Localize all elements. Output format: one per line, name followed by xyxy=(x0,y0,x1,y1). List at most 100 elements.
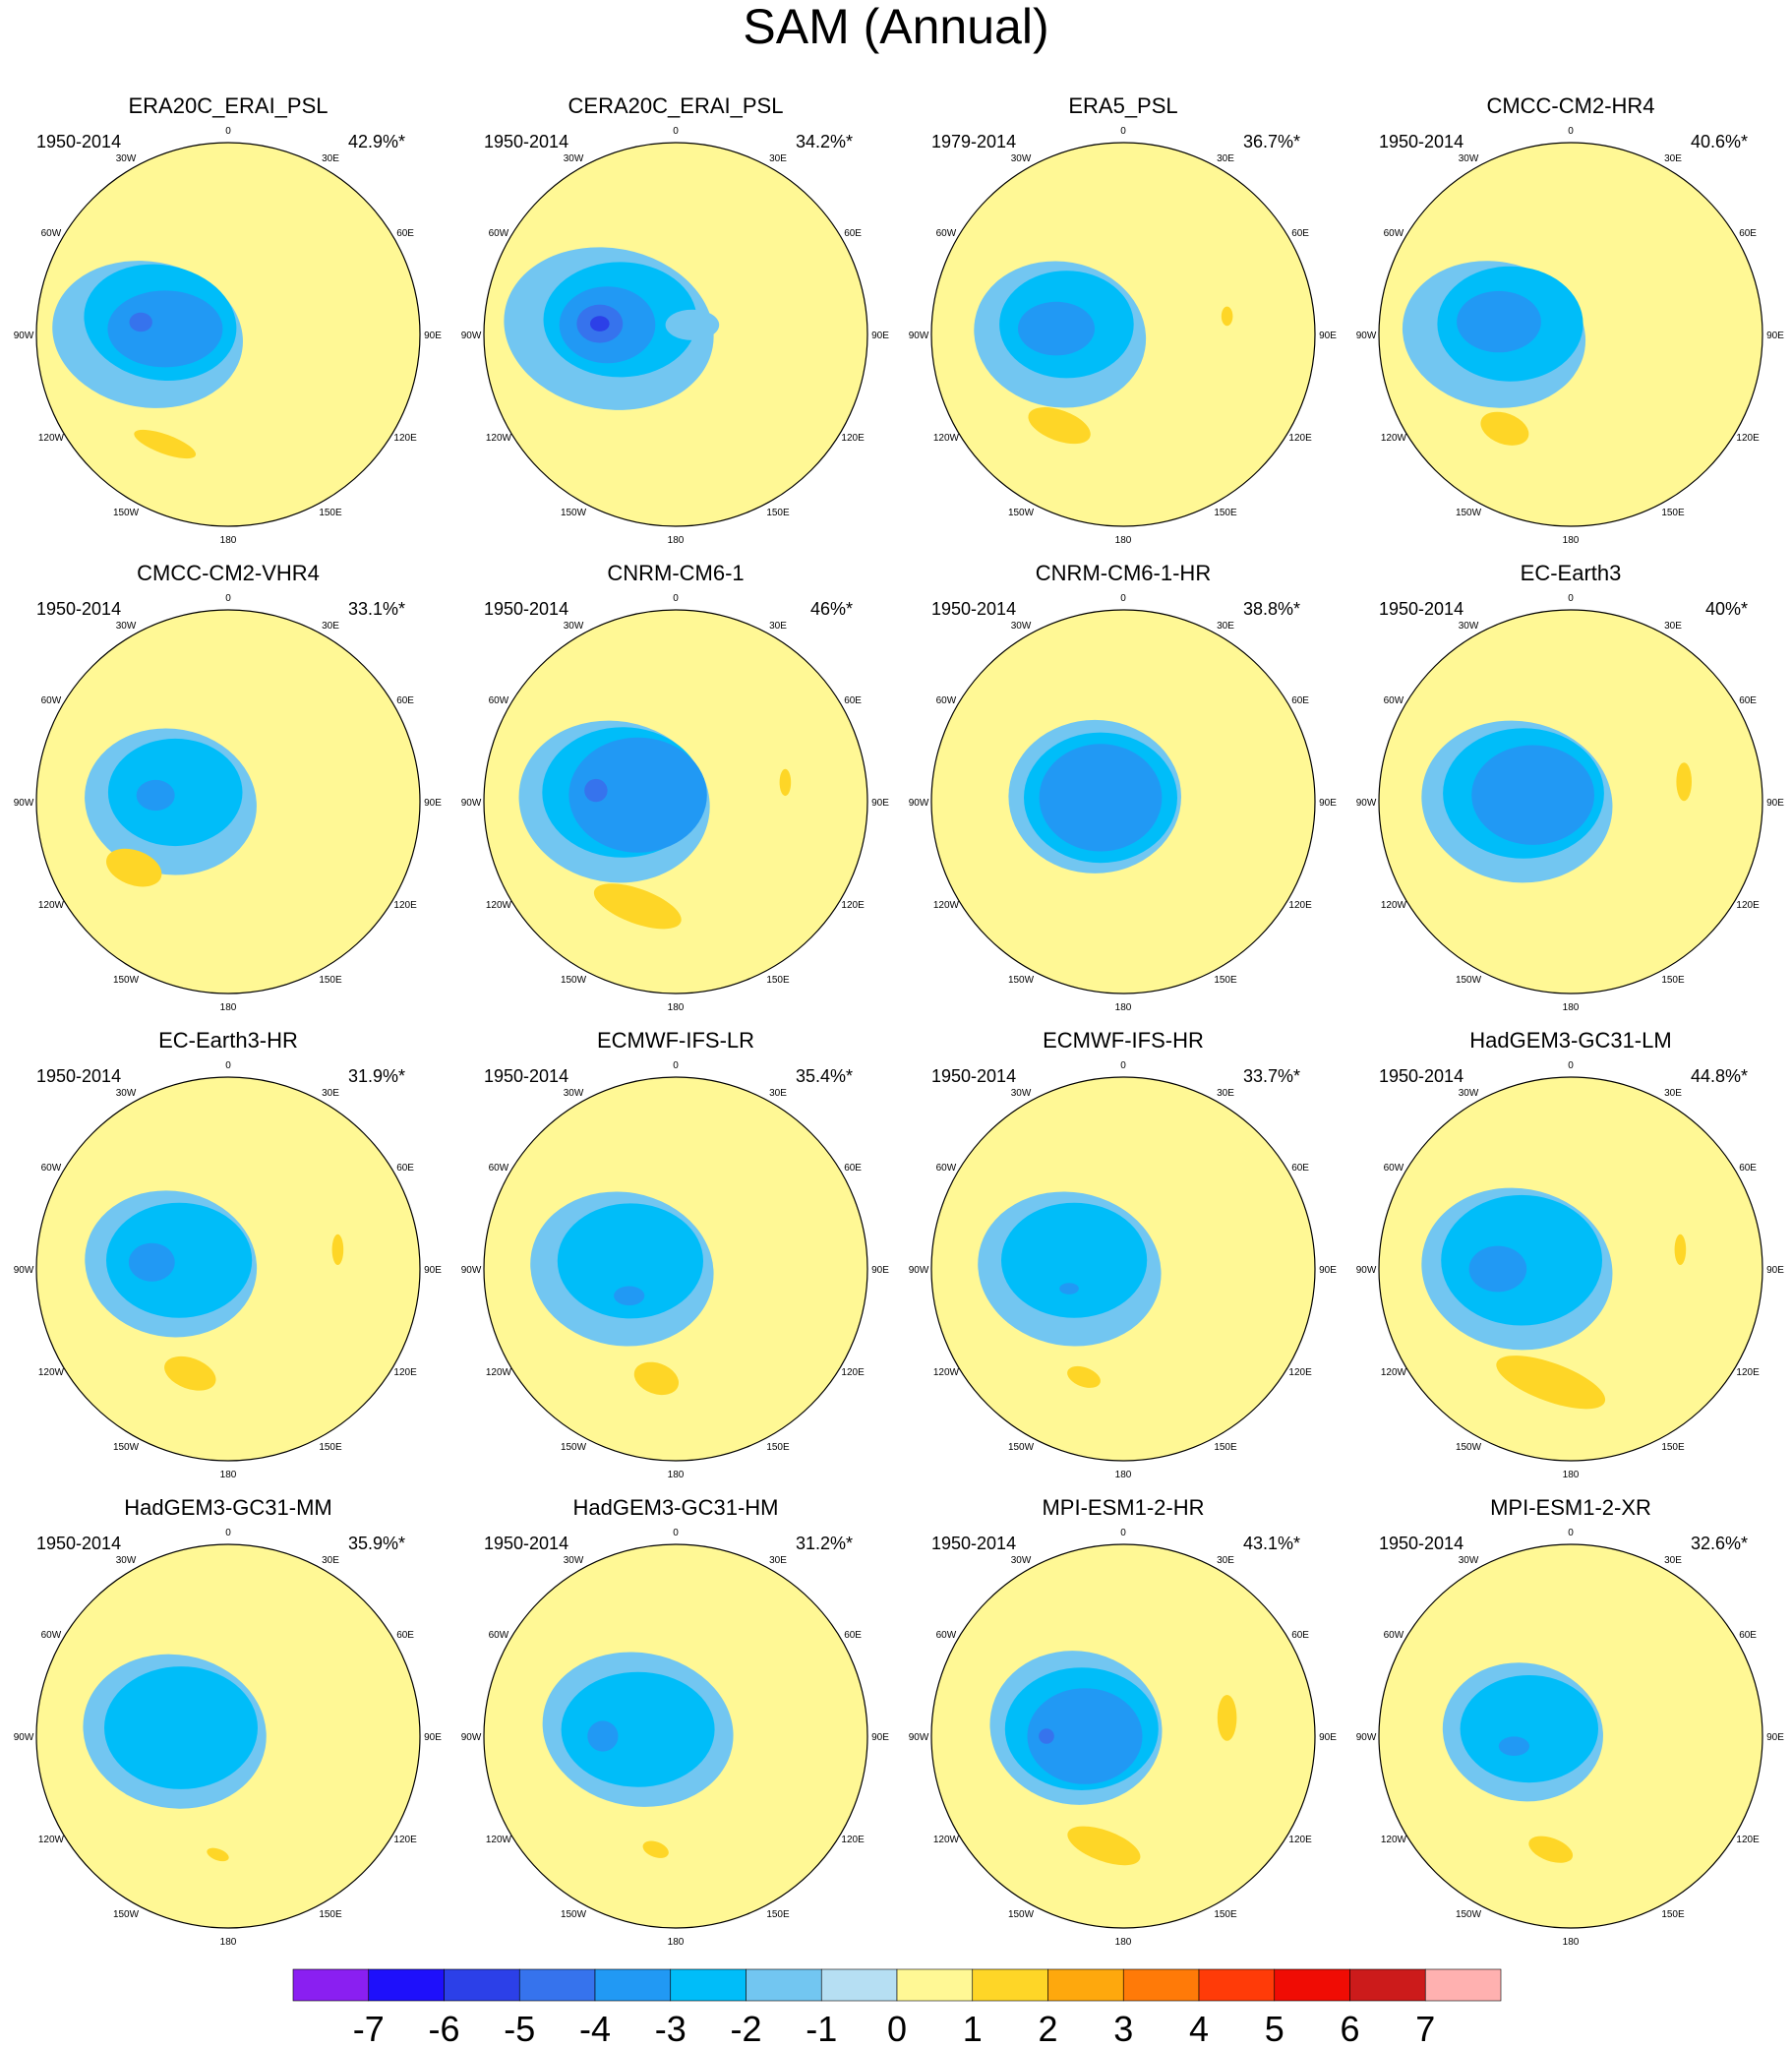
lon-label: 120E xyxy=(1736,900,1760,911)
lon-label: 90W xyxy=(14,798,34,809)
lon-label: 30W xyxy=(1459,1088,1479,1099)
lon-label: 0 xyxy=(1120,1528,1126,1538)
map-border xyxy=(483,142,868,527)
lon-label: 30W xyxy=(564,1088,584,1099)
lon-label: 30E xyxy=(1217,1088,1234,1099)
lon-label: 0 xyxy=(1568,593,1574,604)
lon-label: 0 xyxy=(225,1060,231,1071)
lon-label: 120E xyxy=(393,900,417,911)
panel-period: 1950-2014 xyxy=(36,599,121,619)
lon-label: 60W xyxy=(1384,695,1404,706)
colorbar-box xyxy=(1122,1968,1200,2002)
lon-label: 150E xyxy=(766,1442,790,1453)
colorbar-box xyxy=(518,1968,596,2002)
panel-title: CMCC-CM2-HR4 xyxy=(1486,93,1654,118)
panel-period: 1950-2014 xyxy=(484,599,568,619)
lon-label: 60E xyxy=(396,228,414,239)
colorbar-label: 3 xyxy=(1113,2009,1133,2048)
anomaly-field xyxy=(978,1191,1162,1388)
anomaly-contour xyxy=(207,1847,229,1862)
panel-11: 0 30E 60E 90E 120E 150E 180 150W 120W 90W 60W 30W Ha… xyxy=(1356,1028,1785,1480)
lon-label: 60E xyxy=(844,1630,862,1641)
anomaly-contour xyxy=(1039,744,1163,852)
lon-label: 0 xyxy=(225,126,231,137)
anomaly-field xyxy=(1402,261,1586,446)
panel-2: 0 30E 60E 90E 120E 150E 180 150W 120W 90W 60W 30W ER… xyxy=(909,93,1338,546)
lon-label: 150E xyxy=(1214,1442,1237,1453)
panel-period: 1950-2014 xyxy=(36,1534,121,1553)
colorbar-box xyxy=(594,1968,672,2002)
lon-label: 0 xyxy=(1568,1060,1574,1071)
lon-label: 60W xyxy=(936,1163,957,1174)
anomaly-contour xyxy=(779,768,792,797)
panel-variance: 35.4%* xyxy=(796,1066,853,1086)
panel-variance: 32.6%* xyxy=(1691,1534,1748,1553)
lon-label: 90W xyxy=(461,331,482,341)
panel-period: 1950-2014 xyxy=(484,1534,568,1553)
anomaly-contour xyxy=(331,1234,344,1265)
lon-label: 30W xyxy=(1459,1555,1479,1566)
anomaly-field xyxy=(85,728,257,887)
lon-label: 30W xyxy=(116,1088,137,1099)
lon-label: 120W xyxy=(933,433,960,444)
panel-period: 1950-2014 xyxy=(1379,1534,1463,1553)
lon-label: 120E xyxy=(841,433,865,444)
anomaly-contour xyxy=(593,883,682,930)
panel-variance: 40%* xyxy=(1705,599,1748,619)
lon-label: 150E xyxy=(1661,1442,1685,1453)
panel-variance: 34.2%* xyxy=(796,132,853,151)
figure-title: SAM (Annual) xyxy=(743,0,1048,54)
lon-label: 30W xyxy=(116,621,137,632)
lon-label: 60W xyxy=(489,1163,509,1174)
lon-label: 0 xyxy=(1568,126,1574,137)
panel-15: 0 30E 60E 90E 120E 150E 180 150W 120W 90W 60W 30W MP… xyxy=(1356,1495,1785,1948)
anomaly-contour xyxy=(129,312,152,332)
lon-label: 150E xyxy=(1214,508,1237,518)
panel-1: 0 30E 60E 90E 120E 150E 180 150W 120W 90W 60W 30W CE… xyxy=(461,93,890,546)
lon-label: 180 xyxy=(668,1937,685,1948)
colorbar-label: -4 xyxy=(579,2009,611,2048)
map-border xyxy=(35,609,421,994)
lon-label: 30W xyxy=(1459,153,1479,164)
lon-label: 60E xyxy=(844,695,862,706)
lon-label: 60W xyxy=(489,1630,509,1641)
lon-label: 150W xyxy=(113,1442,140,1453)
lon-label: 120E xyxy=(841,900,865,911)
panel-variance: 38.8%* xyxy=(1243,599,1300,619)
anomaly-contour xyxy=(561,1671,715,1787)
lon-label: 90W xyxy=(1356,798,1377,809)
lon-label: 0 xyxy=(673,1060,679,1071)
lon-label: 90E xyxy=(424,331,442,341)
lon-label: 30W xyxy=(1011,1555,1032,1566)
lon-label: 90W xyxy=(461,1265,482,1276)
lon-label: 90E xyxy=(871,1265,889,1276)
lon-label: 60E xyxy=(844,1163,862,1174)
lon-label: 60W xyxy=(936,695,957,706)
lon-label: 60W xyxy=(41,695,62,706)
lon-label: 60E xyxy=(1291,1163,1309,1174)
anomaly-contour xyxy=(1001,1202,1148,1318)
lon-label: 90W xyxy=(1356,331,1377,341)
lon-label: 90W xyxy=(909,331,929,341)
lon-label: 120W xyxy=(933,1367,960,1378)
colorbar: -7 -6 -5 -4 -3 -2 -1 0 1 2 3 4 5 6 7 xyxy=(292,1968,1502,2048)
anomaly-field xyxy=(530,1191,714,1396)
lon-label: 90W xyxy=(14,331,34,341)
anomaly-field xyxy=(1008,719,1181,873)
lon-label: 60W xyxy=(41,1163,62,1174)
anomaly-contour xyxy=(106,1202,253,1318)
lon-label: 60E xyxy=(1739,228,1757,239)
colorbar-box xyxy=(292,1968,370,2002)
colorbar-label: 7 xyxy=(1415,2009,1435,2048)
lon-label: 120W xyxy=(486,1367,512,1378)
lon-label: 120W xyxy=(38,1835,65,1845)
anomaly-contour xyxy=(134,429,197,459)
panel-variance: 36.7%* xyxy=(1243,132,1300,151)
lon-label: 60W xyxy=(936,1630,957,1641)
lon-label: 120E xyxy=(1288,900,1312,911)
lon-label: 120W xyxy=(38,900,65,911)
panel-4: 0 30E 60E 90E 120E 150E 180 150W 120W 90W 60W 30W CM… xyxy=(14,561,443,1013)
anomaly-field xyxy=(85,1190,344,1391)
lon-label: 150W xyxy=(113,1909,140,1920)
